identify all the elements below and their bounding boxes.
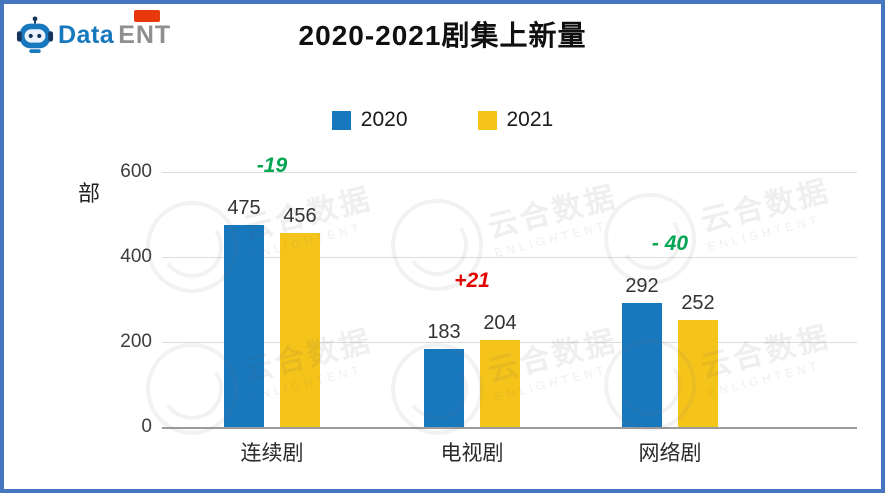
logo-text-ent: ENT (118, 20, 172, 49)
logo-text-data: Data (58, 20, 115, 49)
robot-logo-icon (16, 16, 54, 54)
logo-red-badge (134, 10, 160, 22)
bar-group-网络剧: 292 252 - 40 (622, 172, 718, 427)
x-category-电视剧: 电视剧 (440, 442, 504, 465)
bar-2021-电视剧 (480, 340, 520, 427)
y-tick-0: 0 (141, 416, 152, 437)
y-tick-200: 200 (120, 331, 152, 352)
legend-item-2021: 2021 (477, 108, 554, 132)
value-label-2021-网络剧: 252 (681, 291, 715, 314)
bar-2021-网络剧 (678, 319, 718, 427)
legend-label-2020: 2020 (360, 108, 408, 131)
x-category-连续剧: 连续剧 (240, 442, 304, 465)
value-label-2020-电视剧: 183 (427, 321, 461, 344)
bar-2020-电视剧 (424, 349, 464, 427)
legend-label-2021: 2021 (506, 108, 554, 131)
bar-2020-连续剧 (224, 225, 264, 427)
diff-label-网络剧: - 40 (651, 231, 689, 255)
diff-label-电视剧: +21 (454, 269, 490, 293)
bar-group-连续剧: 475 456 -19 (224, 154, 320, 427)
gridline-400 (162, 257, 857, 258)
value-label-2021-电视剧: 204 (483, 312, 517, 335)
y-tick-400: 400 (120, 246, 152, 267)
legend: 2020 2021 (4, 108, 881, 132)
value-label-2020-网络剧: 292 (625, 274, 659, 297)
legend-swatch-2020 (331, 110, 351, 130)
bar-2020-网络剧 (622, 302, 662, 427)
y-tick-600: 600 (120, 161, 152, 182)
diff-label-连续剧: -19 (256, 154, 288, 178)
value-label-2021-连续剧: 456 (283, 205, 317, 228)
bar-2021-连续剧 (280, 233, 320, 427)
value-label-2020-连续剧: 475 (227, 197, 261, 220)
plot-area: 475 456 -19 183 204 +21 292 252 - 40 (162, 154, 857, 429)
bar-chart: 部 475 456 -19 183 204 +21 292 252 - 40 0 200 400 60… (4, 4, 881, 489)
chart-title: 2020-2021剧集上新量 (298, 20, 587, 51)
y-axis-label: 部 (78, 181, 101, 206)
dataent-logo: Data ENT (16, 10, 172, 56)
legend-swatch-2021 (477, 110, 497, 130)
x-category-网络剧: 网络剧 (638, 442, 702, 465)
gridline-600 (162, 172, 857, 173)
legend-item-2020: 2020 (331, 108, 408, 132)
bar-group-电视剧: 183 204 +21 (424, 172, 520, 427)
